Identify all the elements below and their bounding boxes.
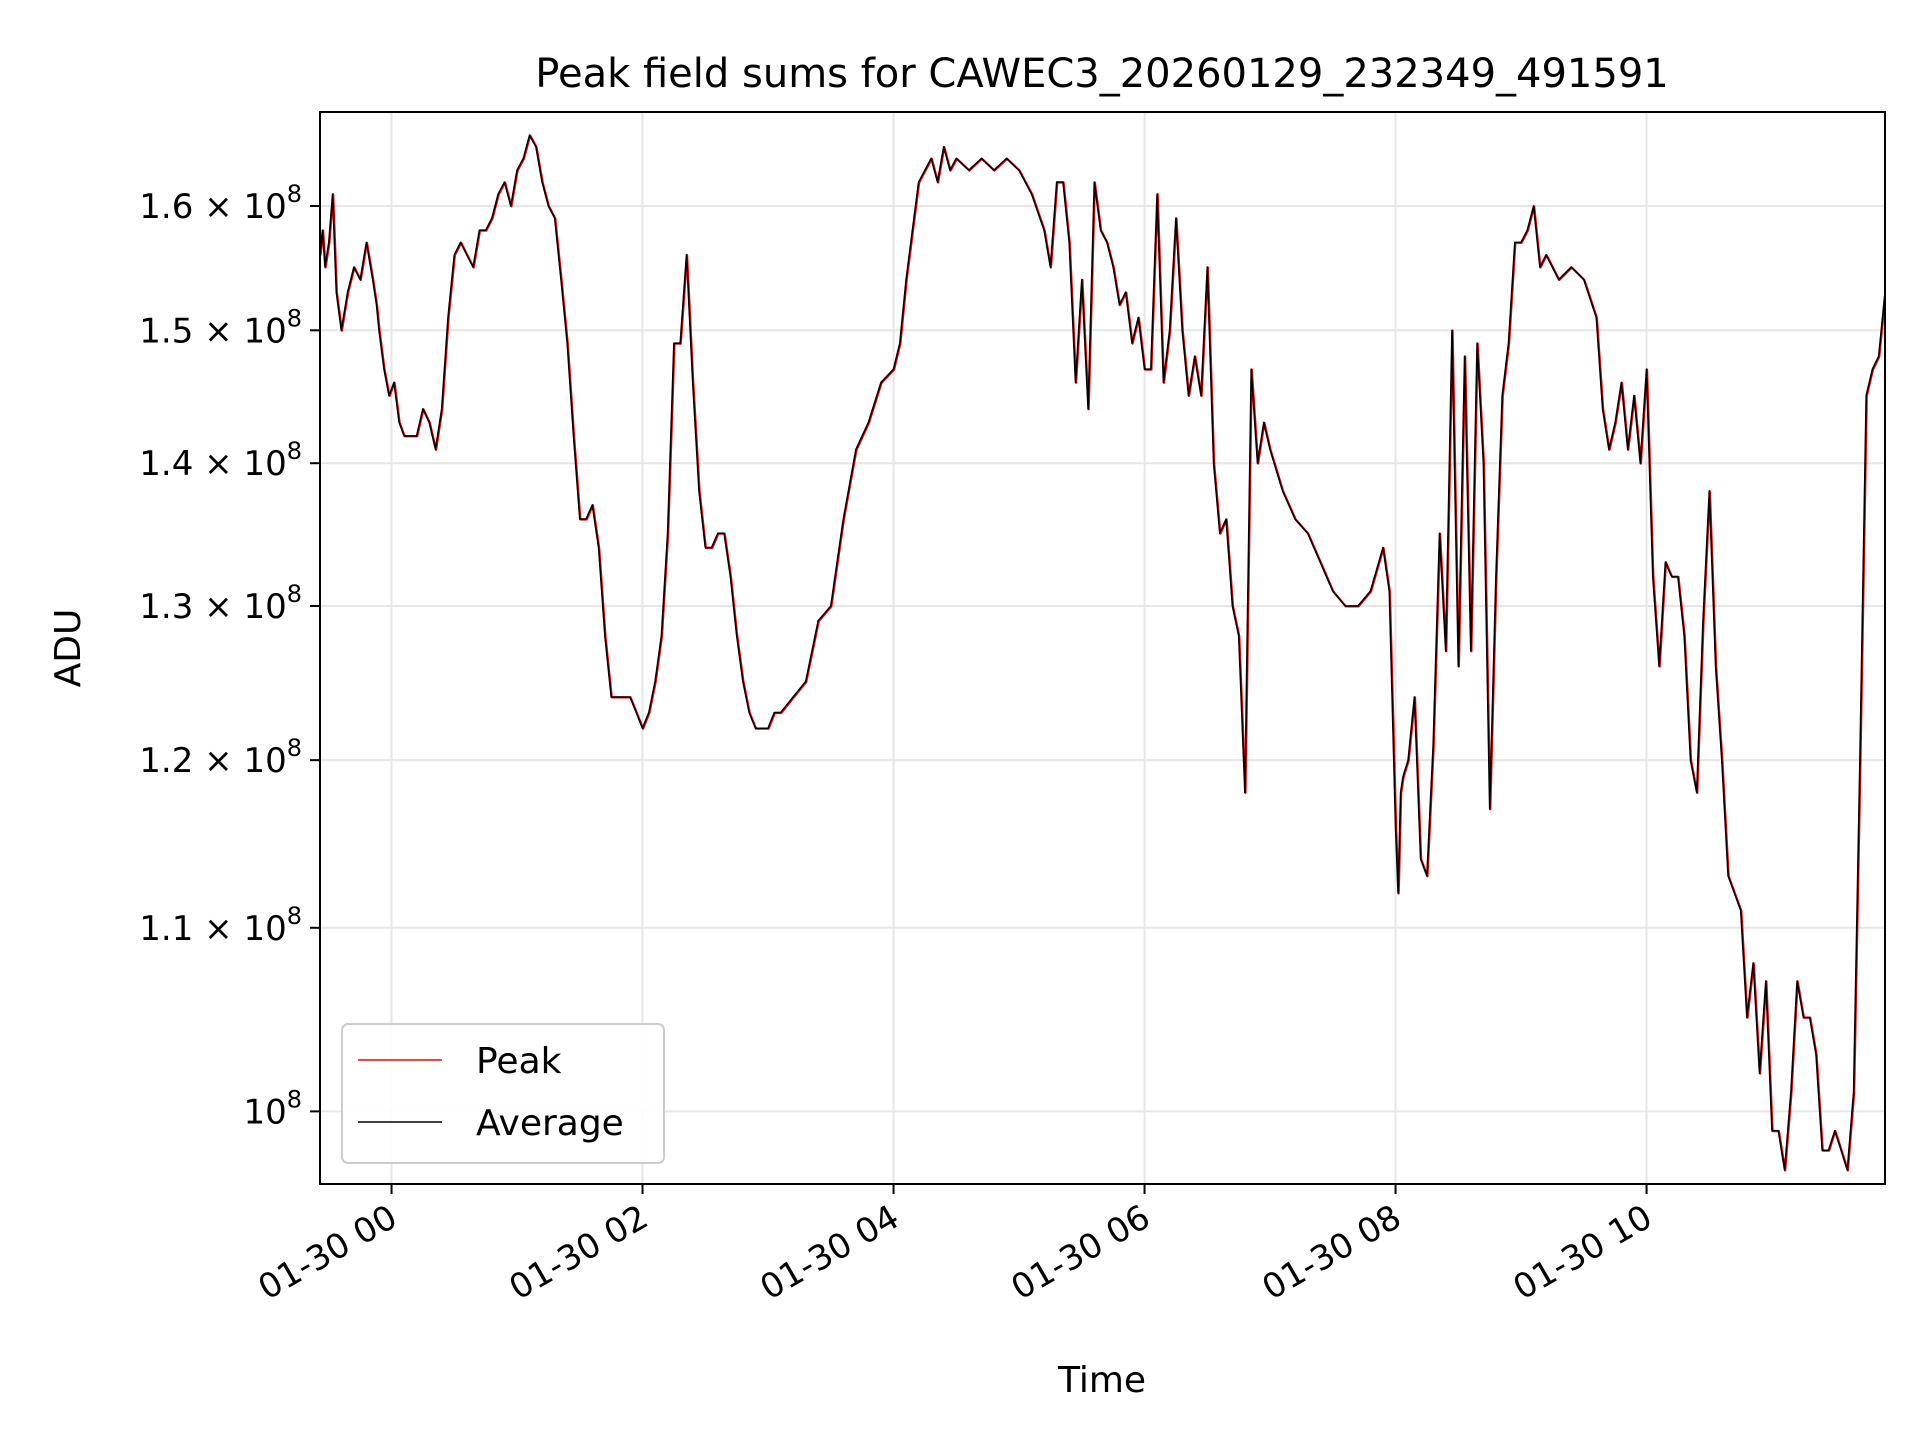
series-line-average: [320, 134, 1885, 1171]
legend-box: [341, 1023, 665, 1164]
legend-label-average: Average: [476, 1103, 624, 1144]
plot-frame: [319, 111, 1886, 1185]
y-tick-label: 1.6 × 108: [139, 180, 302, 227]
y-tick-label: 1.1 × 108: [139, 902, 302, 949]
y-tick-label: 1.4 × 108: [139, 437, 302, 484]
y-tick-label: 1.2 × 108: [139, 734, 302, 781]
y-tick-label: 1.5 × 108: [139, 304, 302, 351]
x-axis-label: Time: [1057, 1360, 1146, 1401]
legend-label-peak: Peak: [476, 1041, 562, 1082]
grid: [320, 112, 1885, 1184]
y-tick-label: 108: [243, 1085, 302, 1132]
y-tick-label: 1.3 × 108: [139, 580, 302, 627]
y-axis-ticks: 108 1.1 × 108 1.2 × 108 1.3 × 108 1.4 × 108 1…: [139, 180, 320, 1132]
chart-title: Peak field sums for CAWEC3_20260129_2323…: [535, 51, 1668, 97]
y-axis-label: ADU: [48, 609, 89, 688]
series-layer: [320, 134, 1885, 1172]
legend: Peak Average: [341, 1023, 665, 1164]
